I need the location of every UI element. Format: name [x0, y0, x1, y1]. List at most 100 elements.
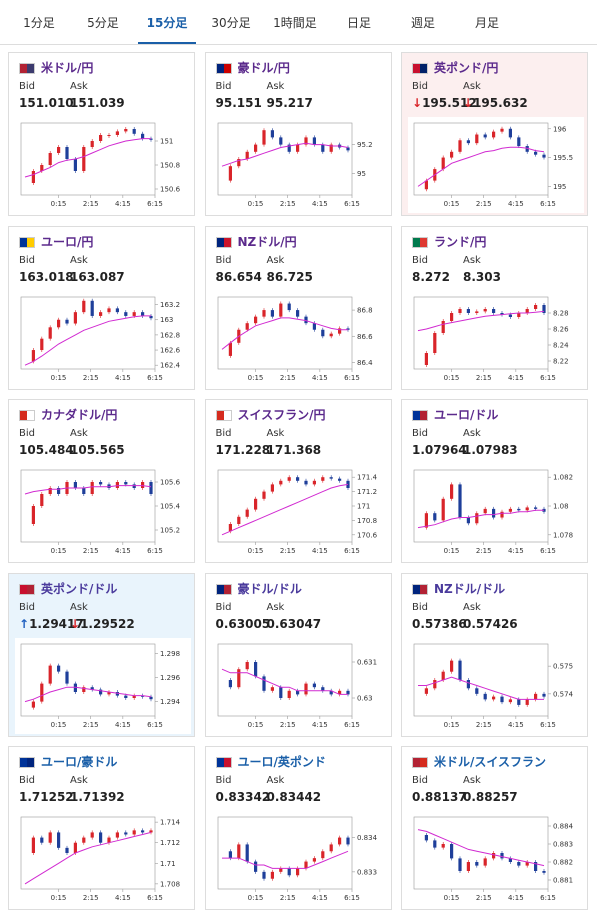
- moving-average: [24, 831, 152, 885]
- flag-icon: [215, 410, 232, 421]
- rate-card[interactable]: スイスフラン/円 Bid Ask 171.228 171.368 171.4 171.2 17…: [204, 399, 392, 563]
- pair-name[interactable]: 豪ドル/ドル: [237, 581, 302, 596]
- tab[interactable]: 5分足: [87, 16, 119, 30]
- pair-name[interactable]: ユーロ/英ポンド: [237, 755, 326, 769]
- ask-label: Ask: [463, 428, 481, 439]
- plot-frame: [413, 122, 549, 196]
- ask-value: 1.07983: [463, 443, 518, 457]
- plot-frame: [20, 816, 156, 890]
- tab[interactable]: 15分足: [138, 0, 196, 44]
- tab[interactable]: 日足: [346, 16, 371, 30]
- rate-card[interactable]: ユーロ/英ポンド Bid Ask 0.83342 0.83442 0.834 0.833 0:…: [204, 746, 392, 910]
- rate-card[interactable]: NZドル/円 Bid Ask 86.654 86.725 86.8 86.6 86.4 0:15…: [204, 225, 392, 390]
- tab[interactable]: 1時間足: [273, 16, 317, 30]
- chart-bg: [211, 811, 388, 907]
- y-tick-label: 162.8: [160, 331, 180, 339]
- bid-label: Bid: [215, 81, 232, 92]
- y-tick-label: 8.22: [553, 357, 569, 365]
- pair-name[interactable]: ユーロ/ドル: [434, 408, 499, 422]
- x-tick-label: 0:15: [247, 374, 263, 382]
- rate-card[interactable]: 米ドル/スイスフラン Bid Ask 0.88137 0.88257 0.884 0.883…: [401, 746, 588, 910]
- rate-card[interactable]: ユーロ/円 Bid Ask 163.018 163.087 163.2 163 162.8 16…: [8, 225, 195, 390]
- tab[interactable]: 週足: [410, 16, 435, 30]
- x-tick-label: 0:15: [247, 894, 263, 902]
- y-tick-label: 0.631: [357, 658, 377, 666]
- y-tick-label: 1.298: [160, 650, 180, 658]
- pair-name[interactable]: カナダドル/円: [41, 408, 118, 422]
- rate-card[interactable]: ランド/円 Bid Ask 8.272 8.303 8.28 8.26 8.24 8.22 0:1…: [401, 225, 588, 390]
- pair-name[interactable]: ユーロ/豪ドル: [41, 755, 118, 769]
- tab[interactable]: 月足: [474, 16, 499, 30]
- rate-card[interactable]: 英ポンド/ドル Bid Ask ↑1.29417 ↓1.29522 1.298 1.296 1…: [8, 572, 195, 737]
- mini-chart: 105.6 105.4 105.2 0:15 2:15 4:15 6:15: [15, 464, 191, 560]
- y-tick-label: 162.6: [160, 346, 181, 354]
- pair-name[interactable]: NZドル/ドル: [434, 581, 506, 596]
- x-tick-label: 4:15: [311, 374, 327, 382]
- pair-name[interactable]: 英ポンド/円: [434, 61, 499, 75]
- bid-price: 1.71252: [19, 790, 74, 804]
- plot-frame: [217, 643, 352, 716]
- rate-card[interactable]: 豪ドル/円 Bid Ask 95.151 95.217 95.2 95 0:15 2:15 4:1…: [204, 52, 392, 216]
- tab[interactable]: 1分足: [23, 16, 55, 30]
- ask-price: 171.368: [266, 443, 322, 457]
- tab[interactable]: 30分足: [211, 16, 251, 30]
- rate-card[interactable]: NZドル/ドル Bid Ask 0.57386 0.57426 0.575 0.574 0:1…: [401, 572, 588, 737]
- pair-name[interactable]: 英ポンド/ドル: [41, 581, 118, 596]
- y-tick-label: 151: [160, 138, 173, 146]
- x-tick-label: 2:15: [476, 200, 492, 208]
- flag-icon: [19, 757, 35, 768]
- bid-price: 195.512: [422, 96, 477, 110]
- pair-name[interactable]: スイスフラン/円: [237, 408, 326, 422]
- x-tick-label: 4:15: [115, 721, 131, 729]
- x-tick-label: 2:15: [476, 547, 492, 555]
- ask-label: Ask: [70, 81, 88, 92]
- pair-name[interactable]: 豪ドル/円: [237, 61, 290, 75]
- bid-value: 1.07964: [412, 443, 467, 457]
- pair-name[interactable]: ユーロ/円: [41, 234, 94, 249]
- y-tick-label: 1.708: [160, 880, 180, 888]
- ask-label: Ask: [463, 254, 481, 266]
- pair-name[interactable]: 米ドル/スイスフラン: [434, 755, 547, 769]
- ask-label: Ask: [266, 254, 285, 266]
- rate-card[interactable]: ユーロ/ドル Bid Ask 1.07964 1.07983 1.082 1.08 1.078…: [401, 399, 588, 563]
- flag-icon: [19, 410, 35, 421]
- plot-frame: [413, 816, 549, 890]
- ask-value: 151.039: [70, 96, 125, 110]
- ask-value: 0.88257: [463, 790, 518, 804]
- y-tick-label: 95.2: [357, 141, 373, 149]
- flag-icon: [412, 583, 428, 595]
- rate-card[interactable]: 米ドル/円 Bid Ask 151.010 151.039 151 150.8 150.6 0:…: [8, 52, 195, 216]
- y-tick-label: 1.08: [553, 503, 569, 511]
- chart-bg: [408, 117, 584, 213]
- ask-price: 86.725: [266, 269, 313, 284]
- y-tick-label: 195: [553, 183, 566, 191]
- bid-value: 0.63005: [216, 617, 271, 631]
- chart-bg: [211, 290, 388, 387]
- chart-bg: [408, 464, 584, 560]
- pair-name[interactable]: NZドル/円: [237, 234, 297, 249]
- ask-price: 1.29522: [80, 616, 135, 631]
- rate-card[interactable]: カナダドル/円 Bid Ask 105.484 105.565 105.6 105.4 105…: [8, 399, 195, 563]
- plot-frame: [413, 643, 549, 716]
- rate-card[interactable]: ユーロ/豪ドル Bid Ask 1.71252 1.71392 1.714 1.712 1.7…: [8, 746, 195, 910]
- bid-price: 1.07964: [412, 443, 467, 457]
- moving-average: [221, 316, 348, 350]
- flag-icon: [412, 757, 428, 768]
- ask-price: 0.57426: [463, 616, 518, 631]
- ask-value: ↓1.29522: [70, 617, 135, 631]
- pair-name[interactable]: 米ドル/円: [41, 61, 94, 75]
- pair-name[interactable]: ランド/円: [434, 234, 487, 249]
- chart-bg: [211, 637, 388, 734]
- x-tick-label: 4:15: [115, 374, 131, 382]
- ask-label: Ask: [266, 428, 285, 439]
- y-tick-label: 8.26: [553, 325, 569, 333]
- mini-chart: 1.298 1.296 1.294 0:15 2:15 4:15 6:15: [15, 637, 191, 734]
- y-tick-label: 105.6: [160, 479, 181, 487]
- rate-card[interactable]: 英ポンド/円 Bid Ask ↓195.512 ↓195.632 196 195.5 195 0…: [401, 52, 588, 216]
- flag-icon: [412, 63, 428, 74]
- x-tick-label: 4:15: [311, 721, 327, 729]
- rate-card[interactable]: 豪ドル/ドル Bid Ask 0.63005 0.63047 0.631 0.63 0:15 2…: [204, 572, 392, 737]
- x-tick-label: 2:15: [83, 374, 99, 382]
- y-tick-label: 150.8: [160, 162, 180, 170]
